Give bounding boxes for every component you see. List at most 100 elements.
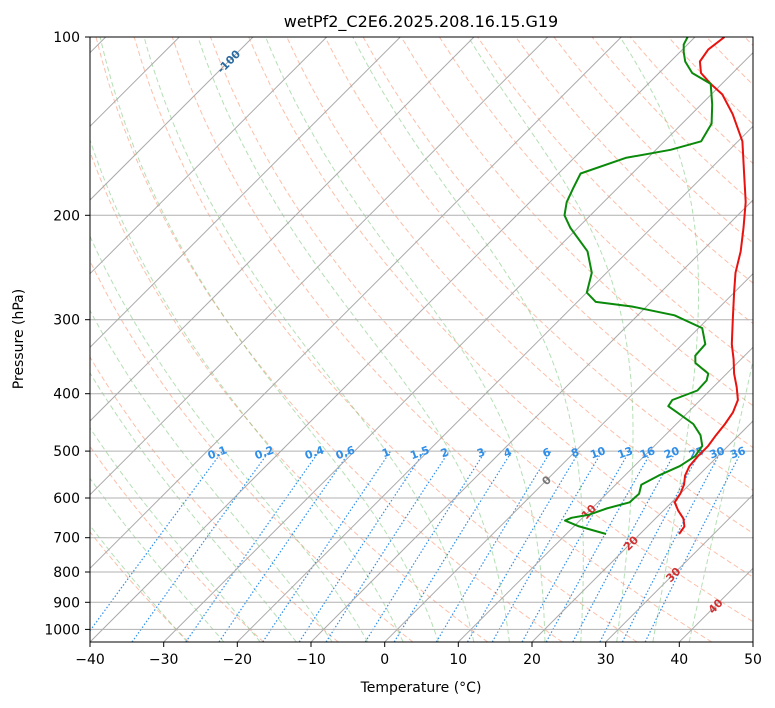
mixing-ratio-line bbox=[572, 450, 677, 642]
x-tick-label: 0 bbox=[380, 652, 389, 668]
mixing-ratio-label: 20 bbox=[662, 444, 681, 462]
dry-adiabat bbox=[248, 37, 753, 578]
chart-title: wetPf2_C2E6.2025.208.16.15.G19 bbox=[284, 12, 558, 32]
mixing-ratio-label: 1.5 bbox=[408, 443, 431, 462]
x-tick-label: −40 bbox=[75, 652, 105, 668]
x-tick-label: 20 bbox=[523, 652, 541, 668]
moist-adiabat bbox=[90, 371, 297, 642]
moist-adiabat bbox=[90, 309, 333, 642]
moist-adiabat bbox=[352, 37, 584, 642]
y-tick-label: 300 bbox=[53, 313, 80, 329]
background-lines bbox=[90, 37, 753, 642]
mixing-ratio-line bbox=[131, 450, 270, 642]
y-tick-label: 700 bbox=[53, 531, 80, 547]
moist-adiabat bbox=[90, 477, 225, 642]
y-axis-label: Pressure (hPa) bbox=[11, 289, 27, 389]
mixing-ratio-line bbox=[521, 450, 631, 642]
isotherm bbox=[457, 346, 753, 642]
x-tick-label: 50 bbox=[744, 652, 762, 668]
dry-adiabat bbox=[90, 445, 264, 642]
mixing-ratio-line bbox=[435, 450, 552, 642]
isotherm bbox=[163, 51, 753, 642]
isotherm bbox=[531, 420, 753, 642]
moist-adiabat bbox=[619, 37, 699, 642]
mixing-ratio-line bbox=[90, 450, 223, 632]
mixing-ratio-line bbox=[185, 450, 320, 642]
mixing-ratio-label: 30 bbox=[708, 444, 727, 462]
isotherm bbox=[90, 37, 475, 422]
mixing-ratio-label: 10 bbox=[588, 444, 607, 462]
isotherm bbox=[90, 37, 254, 201]
isotherm bbox=[90, 37, 401, 349]
isotherm bbox=[90, 37, 622, 570]
mixing-ratio-line bbox=[364, 450, 486, 642]
mixing-ratio-label: 0.6 bbox=[334, 443, 357, 462]
mixing-ratio-label: 1 bbox=[380, 445, 392, 460]
y-tick-label: 200 bbox=[53, 208, 80, 224]
moist-adiabat bbox=[467, 37, 634, 642]
isotherm bbox=[384, 272, 753, 642]
dry-adiabat bbox=[324, 37, 753, 491]
dry-adiabat bbox=[90, 150, 488, 642]
x-tick-label: −30 bbox=[149, 652, 179, 668]
x-tick-label: 30 bbox=[597, 652, 615, 668]
moist-adiabat bbox=[99, 37, 439, 642]
x-axis: −40 −30 −20 −10 0 10 20 30 40 50 bbox=[75, 642, 762, 668]
mixing-ratio-line bbox=[262, 450, 392, 642]
moist-adiabat bbox=[143, 37, 475, 642]
mixing-ratio-label: 36 bbox=[728, 444, 747, 462]
mixing-ratio-line bbox=[599, 450, 702, 642]
temperature-line bbox=[673, 37, 747, 535]
dry-adiabat bbox=[90, 531, 190, 642]
dry-adiabat bbox=[95, 37, 563, 642]
y-tick-label: 500 bbox=[53, 444, 80, 460]
isotherm bbox=[90, 37, 328, 275]
mixing-ratio-label: 13 bbox=[616, 444, 635, 461]
mixing-ratio-line bbox=[644, 450, 743, 642]
isotherm bbox=[310, 199, 753, 642]
mixing-ratio-label: 0.2 bbox=[253, 443, 276, 462]
isotherm bbox=[605, 493, 753, 642]
y-tick-label: 800 bbox=[53, 565, 80, 581]
mixing-ratio-label: 0.1 bbox=[206, 443, 229, 462]
mixing-ratio-line bbox=[545, 450, 653, 642]
dry-adiabat bbox=[400, 37, 753, 407]
mixing-ratio-line bbox=[325, 450, 450, 642]
isotherm bbox=[90, 37, 696, 642]
moist-adiabat bbox=[197, 37, 510, 642]
mixing-ratio-line bbox=[218, 450, 351, 642]
moist-adiabat bbox=[90, 427, 261, 642]
dry-adiabat bbox=[210, 37, 753, 623]
dry-adiabat bbox=[438, 37, 753, 366]
series-lines bbox=[563, 37, 747, 535]
x-tick-label: −20 bbox=[223, 652, 253, 668]
y-tick-label: 600 bbox=[53, 491, 80, 507]
moist-adiabat bbox=[265, 37, 546, 642]
mixing-ratio-line bbox=[621, 450, 722, 642]
mixing-ratio-label: 4 bbox=[502, 445, 514, 460]
x-tick-label: 40 bbox=[670, 652, 688, 668]
mixing-ratio-line bbox=[298, 450, 425, 642]
dry-adiabat bbox=[133, 37, 638, 642]
moist-adiabat bbox=[688, 358, 753, 642]
mixing-ratio-label: 2 bbox=[439, 445, 451, 460]
isotherm bbox=[90, 37, 549, 496]
mixing-ratio-label: 6 bbox=[541, 445, 553, 460]
mixing-ratio-line bbox=[393, 450, 513, 642]
x-tick-label: 10 bbox=[449, 652, 467, 668]
mixing-ratio-label: 3 bbox=[475, 445, 487, 460]
mixing-ratio-label: 16 bbox=[638, 444, 657, 462]
dry-adiabat bbox=[515, 37, 753, 284]
y-tick-label: 1000 bbox=[44, 622, 80, 638]
plot-frame bbox=[89, 36, 754, 643]
dewpoint-line bbox=[563, 37, 714, 535]
x-axis-label: Temperature (°C) bbox=[360, 680, 482, 696]
moist-adiabat bbox=[90, 138, 404, 642]
mixing-ratio-label: 8 bbox=[569, 445, 581, 460]
y-axis: 100 200 300 400 500 600 700 800 900 1000 bbox=[44, 30, 90, 638]
y-tick-label: 400 bbox=[53, 387, 80, 403]
dry-adiabat bbox=[171, 37, 712, 642]
mixing-ratio-label: 0.4 bbox=[303, 443, 326, 462]
dry-adiabat bbox=[90, 356, 339, 642]
